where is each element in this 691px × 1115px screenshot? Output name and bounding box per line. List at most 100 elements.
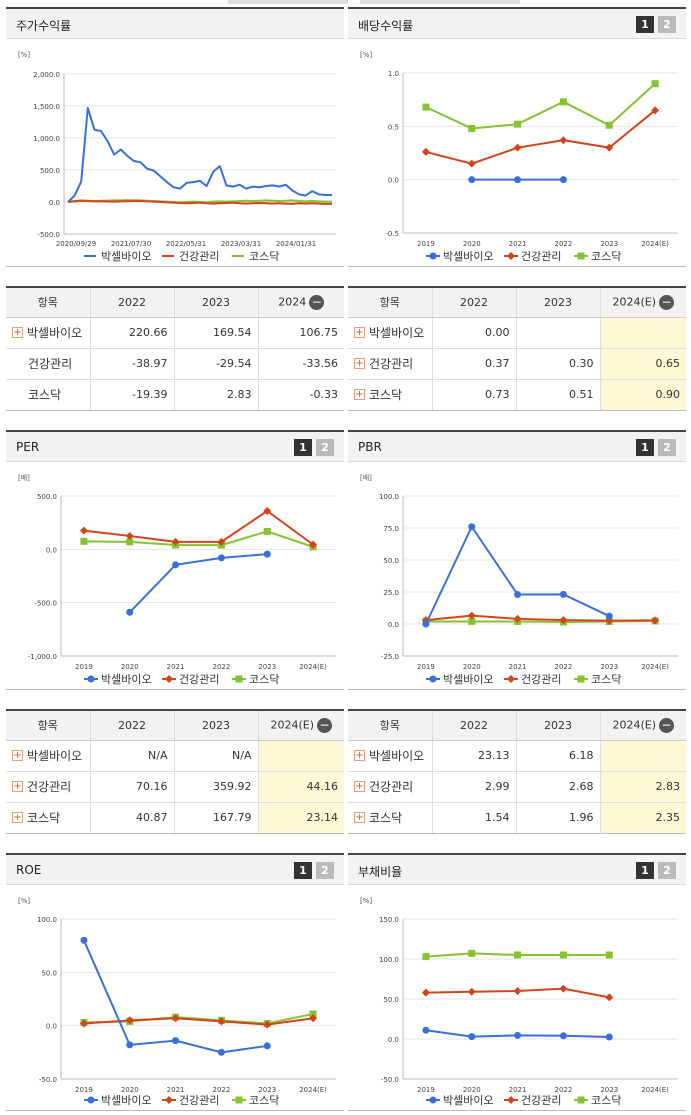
top-strip xyxy=(228,0,348,4)
legend-label[interactable]: 건강관리 xyxy=(521,250,561,263)
expand-icon[interactable]: + xyxy=(354,750,365,761)
header-item: 항목 xyxy=(348,710,432,741)
table-row: 코스닥 -19.39 2.83 -0.33 xyxy=(6,379,344,411)
expand-icon[interactable]: + xyxy=(354,358,365,369)
series-line-3 xyxy=(83,530,314,548)
expand-icon[interactable]: + xyxy=(354,781,365,792)
header-year: 2023 xyxy=(515,710,600,741)
legend-label[interactable]: 박셀바이오 xyxy=(443,1094,494,1107)
page-button-1[interactable]: 1 xyxy=(294,862,312,879)
data-point-1 xyxy=(559,590,567,598)
legend-label[interactable]: 코스닥 xyxy=(249,673,279,686)
unit-label: [%] xyxy=(18,51,30,59)
page-button-1[interactable]: 1 xyxy=(636,862,654,879)
data-point-1 xyxy=(468,176,476,184)
panel-title: PER xyxy=(16,440,40,454)
legend-label[interactable]: 건강관리 xyxy=(179,250,219,263)
row-name: 박셀바이오 xyxy=(27,749,83,763)
data-point-1 xyxy=(514,176,522,184)
data-point-3 xyxy=(309,1010,317,1018)
data-point-2 xyxy=(651,616,660,625)
page-button-2[interactable]: 2 xyxy=(316,862,334,879)
panel-header: 부채비율 1 2 xyxy=(348,855,686,885)
table-row: + 건강관리 2.99 2.68 2.83 xyxy=(348,771,686,803)
row-name-cell: + 코스닥 xyxy=(348,802,432,834)
dividend-panel: 배당수익률 1 2 [%] 1.0 0.5 0.0 -0.5 2019 2020 2021 2022 2… xyxy=(348,7,686,267)
legend-marker xyxy=(165,675,173,683)
page-button-2[interactable]: 2 xyxy=(316,439,334,456)
x-tick-label: 2022 xyxy=(555,240,573,248)
y-tick-label: 0.0 xyxy=(49,199,60,207)
page-button-1[interactable]: 1 xyxy=(636,439,654,456)
y-tick-label: 1,000.0 xyxy=(33,135,60,143)
header-year: 2023 xyxy=(173,287,258,318)
page-button-1[interactable]: 1 xyxy=(636,16,654,33)
expand-icon[interactable]: + xyxy=(354,327,365,338)
table-header-row: 항목 2022 2023 2024(E) − xyxy=(348,710,686,741)
legend-label[interactable]: 코스닥 xyxy=(591,673,621,686)
y-tick-label: 500.0 xyxy=(37,493,57,501)
expand-icon[interactable]: + xyxy=(12,781,23,792)
page-button-1[interactable]: 1 xyxy=(294,439,312,456)
y-tick-label: -500.0 xyxy=(37,231,60,239)
legend-label[interactable]: 박셀바이오 xyxy=(101,250,152,263)
legend-label[interactable]: 건강관리 xyxy=(179,1094,219,1107)
collapse-icon[interactable]: − xyxy=(309,294,325,310)
collapse-icon[interactable]: − xyxy=(317,717,333,733)
legend-label[interactable]: 코스닥 xyxy=(249,250,279,263)
page-button-2[interactable]: 2 xyxy=(658,862,676,879)
expand-icon[interactable]: + xyxy=(12,327,23,338)
table-row: + 박셀바이오 0.00 xyxy=(348,317,686,349)
row-name: 코스닥 xyxy=(369,811,403,825)
header-label: 2024(E) xyxy=(612,718,657,732)
collapse-icon[interactable]: − xyxy=(659,294,675,310)
series-line-2 xyxy=(83,1017,314,1026)
per-chart: [배] 500.0 0.0 -500.0 -1,000.0 2019 2020 2021 202… xyxy=(18,473,336,686)
expand-icon[interactable]: + xyxy=(354,389,365,400)
data-point-3 xyxy=(422,953,430,961)
value-cell: 0.00 xyxy=(431,317,516,349)
legend-label[interactable]: 건강관리 xyxy=(179,673,219,686)
expand-icon[interactable]: + xyxy=(354,812,365,823)
header-label: 항목 xyxy=(379,719,400,733)
data-point-1 xyxy=(514,591,522,599)
data-point-2 xyxy=(467,611,476,620)
row-name: 박셀바이오 xyxy=(27,326,83,340)
collapse-icon[interactable]: − xyxy=(659,717,675,733)
legend-label[interactable]: 코스닥 xyxy=(591,250,621,263)
x-tick-label: 2023 xyxy=(258,663,276,671)
page-button-2[interactable]: 2 xyxy=(658,16,676,33)
value-cell xyxy=(257,740,344,772)
header-year: 2022 xyxy=(89,710,174,741)
data-point-3 xyxy=(605,121,613,129)
series-line-1 xyxy=(67,106,332,203)
legend-label[interactable]: 코스닥 xyxy=(591,1094,621,1107)
legend-label[interactable]: 박셀바이오 xyxy=(443,673,494,686)
data-point-2 xyxy=(421,988,430,997)
header-year: 2023 xyxy=(173,710,258,741)
legend-label[interactable]: 박셀바이오 xyxy=(101,673,152,686)
x-tick-label: 2021 xyxy=(167,1086,185,1094)
legend-label[interactable]: 건강관리 xyxy=(521,673,561,686)
header-year: 2022 xyxy=(431,287,516,318)
series-line-2 xyxy=(83,509,314,546)
expand-icon[interactable]: + xyxy=(12,750,23,761)
legend-label[interactable]: 건강관리 xyxy=(521,1094,561,1107)
y-tick-label: 50.0 xyxy=(383,557,399,565)
legend-marker xyxy=(577,675,585,683)
panel-header: ROE 1 2 xyxy=(6,855,344,885)
legend-label[interactable]: 박셀바이오 xyxy=(101,1094,152,1107)
expand-icon[interactable]: + xyxy=(12,812,23,823)
legend-label[interactable]: 코스닥 xyxy=(249,1094,279,1107)
data-point-1 xyxy=(263,1042,271,1050)
legend-marker xyxy=(429,675,437,683)
value-cell: N/A xyxy=(89,740,174,772)
data-point-2 xyxy=(79,1019,88,1028)
legend-label[interactable]: 박셀바이오 xyxy=(443,250,494,263)
page-button-2[interactable]: 2 xyxy=(658,439,676,456)
y-tick-label: 0.0 xyxy=(46,1023,57,1031)
y-tick-label: 100.0 xyxy=(37,916,57,924)
legend-marker xyxy=(507,252,515,260)
data-point-1 xyxy=(172,561,180,569)
y-tick-label: 0.0 xyxy=(46,546,57,554)
